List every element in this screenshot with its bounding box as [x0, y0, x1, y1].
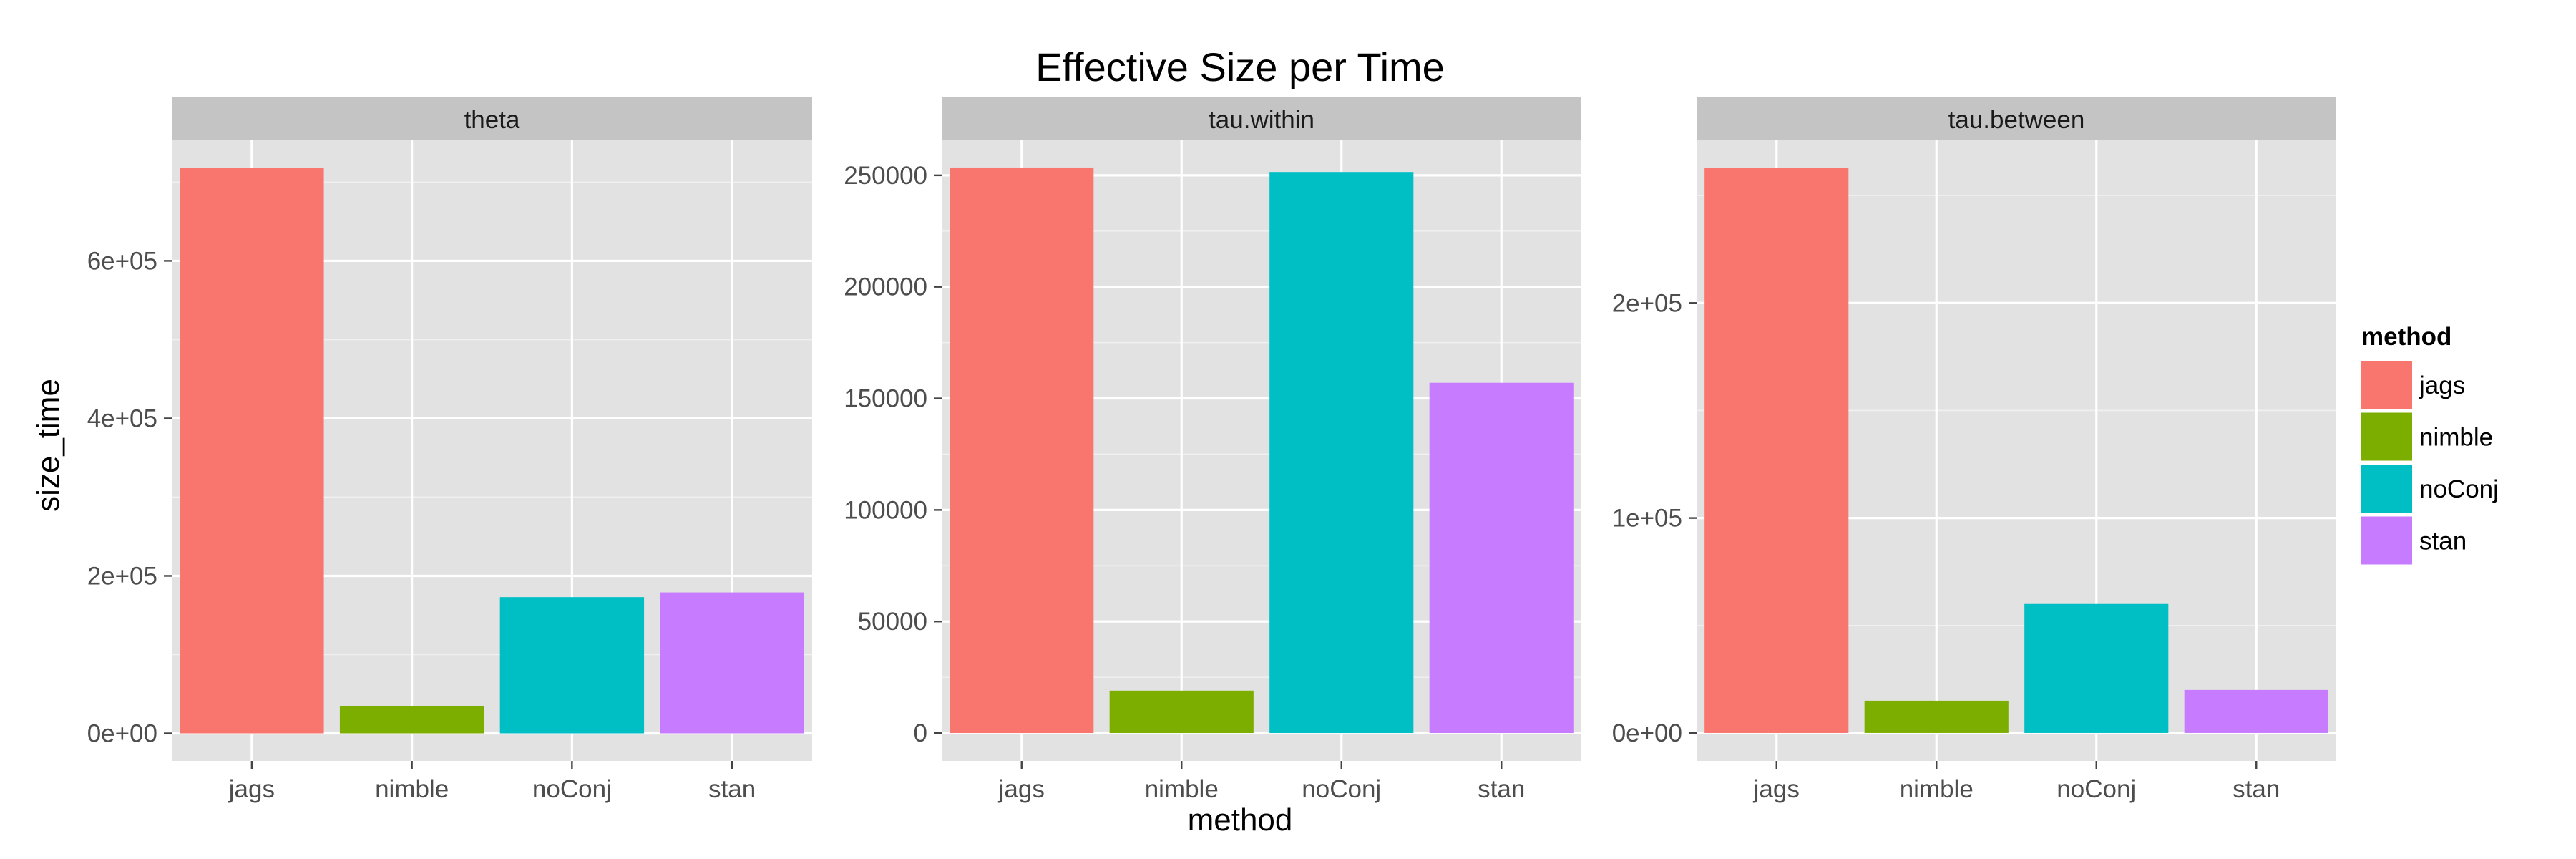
- bar-noConj: [1269, 172, 1414, 734]
- x-tick-label: noConj: [1302, 775, 1381, 803]
- legend-title: method: [2361, 323, 2451, 351]
- facet-strip-label: tau.between: [1948, 106, 2085, 134]
- y-tick-label: 150000: [844, 385, 927, 413]
- bar-nimble: [1109, 690, 1254, 734]
- bar-jags: [950, 167, 1094, 734]
- bar-jags: [180, 168, 324, 734]
- legend-item: noConj: [2361, 465, 2499, 513]
- facet-panel: tau.between 0e+00 1e+05 2e+05 jags nimble noCo…: [1612, 97, 2336, 803]
- y-tick-label: 6e+05: [87, 247, 157, 275]
- legend-swatch: [2361, 412, 2412, 461]
- x-tick-label: nimble: [1145, 775, 1219, 803]
- bar-noConj: [499, 597, 645, 734]
- bar-stan: [1429, 382, 1574, 734]
- bar-stan: [2184, 689, 2328, 733]
- facet-panel: tau.within 0 50000 100000 150000 200000 250000…: [844, 97, 1581, 803]
- y-tick-label: 100000: [844, 496, 927, 524]
- legend-label: stan: [2419, 528, 2467, 555]
- y-tick-label: 1e+05: [1612, 505, 1682, 533]
- y-tick-label: 2e+05: [87, 562, 157, 590]
- legend-swatch: [2361, 516, 2412, 565]
- bar-stan: [660, 592, 804, 734]
- y-tick-label: 0e+00: [1612, 719, 1682, 747]
- y-tick-label: 250000: [844, 162, 927, 190]
- chart-title: Effective Size per Time: [1035, 44, 1445, 89]
- legend-item: jags: [2361, 361, 2465, 409]
- legend-label: noConj: [2419, 475, 2499, 503]
- y-axis-title: size_time: [31, 379, 66, 512]
- legend-label: nimble: [2419, 424, 2493, 452]
- legend-swatch: [2361, 361, 2412, 409]
- facet-panel: theta 0e+00 2e+05 4e+05 6e+05 jags nimble noCon…: [87, 97, 812, 803]
- y-tick-label: 2e+05: [1612, 289, 1682, 317]
- x-tick-label: nimble: [375, 775, 449, 803]
- x-tick-label: noConj: [532, 775, 612, 803]
- facet-strip: [1697, 97, 2336, 140]
- y-tick-label: 4e+05: [87, 404, 157, 432]
- x-tick-label: stan: [2233, 775, 2280, 803]
- x-tick-label: stan: [708, 775, 756, 803]
- x-tick-label: jags: [1753, 775, 1800, 803]
- legend-swatch: [2361, 465, 2412, 513]
- bar-nimble: [1864, 700, 2009, 733]
- x-tick-label: jags: [998, 775, 1045, 803]
- facet-strip-label: theta: [464, 106, 520, 134]
- facet-strip: [942, 97, 1581, 140]
- x-axis-title: method: [1188, 802, 1293, 838]
- legend-item: nimble: [2361, 412, 2493, 461]
- x-tick-label: nimble: [1900, 775, 1974, 803]
- facet-strip-label: tau.within: [1209, 106, 1314, 134]
- x-tick-label: noConj: [2057, 775, 2136, 803]
- y-tick-label: 0: [914, 719, 927, 747]
- y-tick-label: 200000: [844, 273, 927, 301]
- x-tick-label: stan: [1478, 775, 1525, 803]
- legend-label: jags: [2419, 372, 2465, 399]
- y-tick-label: 0e+00: [87, 719, 157, 747]
- legend-item: stan: [2361, 516, 2467, 565]
- bar-noConj: [2024, 603, 2169, 733]
- y-tick-label: 50000: [858, 608, 927, 636]
- bar-jags: [1704, 168, 1849, 733]
- bar-nimble: [339, 705, 484, 734]
- x-tick-label: jags: [228, 775, 275, 803]
- facet-panels: theta 0e+00 2e+05 4e+05 6e+05 jags nimble noCon…: [87, 97, 2336, 803]
- facet-strip: [172, 97, 812, 140]
- legend: method jags nimble noConj stan: [2361, 323, 2499, 565]
